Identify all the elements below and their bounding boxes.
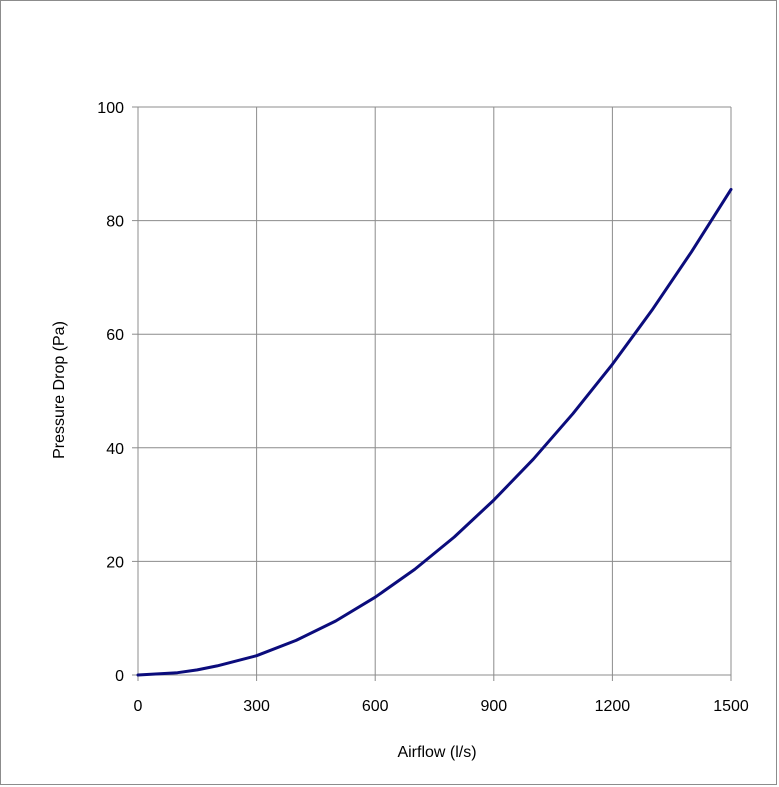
x-tick-label: 900	[480, 698, 507, 715]
y-tick-label: 100	[97, 100, 124, 117]
y-tick-label: 0	[115, 668, 124, 685]
series-line	[136, 187, 733, 677]
x-tick-label: 1200	[595, 698, 631, 715]
x-tick-label: 0	[134, 698, 143, 715]
series-layer	[136, 187, 733, 677]
x-tick-label: 600	[362, 698, 389, 715]
x-tick-label: 1500	[713, 698, 749, 715]
y-tick-label: 60	[106, 327, 124, 344]
y-axis-ticks: 0 20 40 60 80 100	[97, 100, 124, 685]
y-tick-label: 40	[106, 441, 124, 458]
y-tick-label: 20	[106, 554, 124, 571]
x-axis-title: Airflow (l/s)	[397, 744, 476, 761]
x-axis-ticks: 0 300 600 900 1200 1500	[134, 698, 749, 715]
y-tick-label: 80	[106, 214, 124, 231]
x-tick-label: 300	[243, 698, 270, 715]
gridlines	[138, 106, 732, 675]
axes	[132, 106, 732, 681]
y-axis-title: Pressure Drop (Pa)	[51, 321, 68, 459]
